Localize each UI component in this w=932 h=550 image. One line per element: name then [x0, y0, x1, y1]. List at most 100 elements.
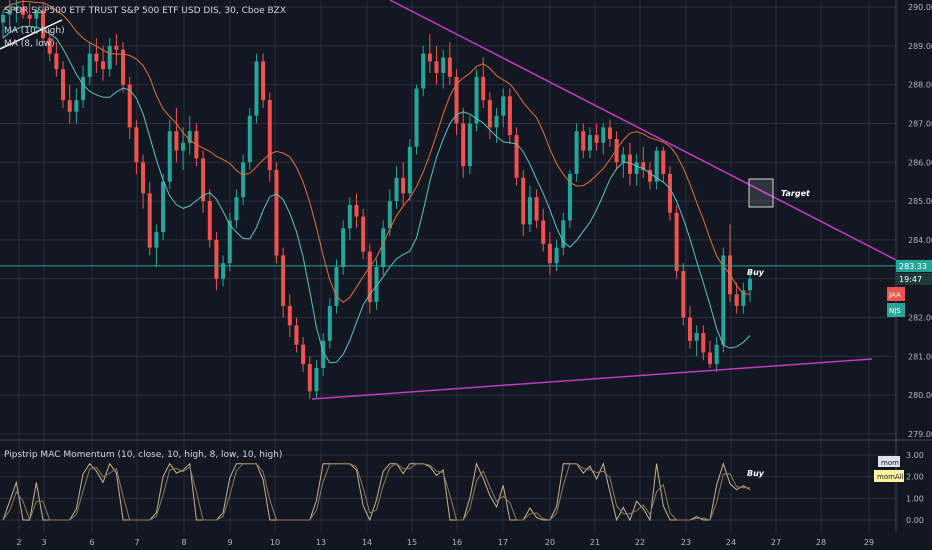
candle[interactable] — [547, 232, 552, 275]
candle[interactable] — [187, 115, 192, 155]
candle[interactable] — [1, 10, 5, 39]
candle[interactable] — [521, 170, 526, 237]
candle[interactable] — [141, 154, 146, 209]
candle[interactable] — [227, 212, 232, 271]
candle[interactable] — [507, 88, 512, 143]
candle[interactable] — [421, 45, 426, 97]
candle[interactable] — [681, 263, 686, 326]
white-trendline[interactable] — [0, 19, 63, 50]
candle[interactable] — [687, 305, 692, 349]
candle[interactable] — [701, 325, 706, 361]
candle[interactable] — [321, 333, 326, 376]
candle[interactable] — [627, 142, 632, 186]
candle[interactable] — [181, 127, 186, 171]
candle[interactable] — [527, 185, 532, 233]
candle[interactable] — [107, 38, 112, 77]
candle[interactable] — [214, 232, 219, 291]
candle[interactable] — [34, 7, 39, 31]
candle[interactable] — [207, 189, 212, 248]
candle[interactable] — [294, 317, 299, 353]
candle[interactable] — [234, 189, 239, 229]
upper-trendline[interactable] — [389, 0, 901, 263]
candle[interactable] — [541, 208, 546, 252]
candle[interactable] — [694, 325, 699, 357]
candle[interactable] — [427, 34, 432, 73]
candle[interactable] — [667, 166, 672, 221]
candle[interactable] — [94, 38, 99, 73]
candle[interactable] — [134, 119, 139, 174]
candle[interactable] — [461, 107, 466, 178]
candle[interactable] — [441, 49, 446, 89]
trendline-drawings[interactable]: Target Buy — [0, 0, 901, 400]
candle[interactable] — [307, 356, 312, 400]
candle[interactable] — [567, 170, 572, 229]
candle[interactable] — [601, 123, 606, 155]
candle[interactable] — [394, 166, 399, 209]
candle[interactable] — [47, 30, 52, 62]
candle[interactable] — [161, 173, 166, 240]
candle[interactable] — [641, 146, 646, 178]
candle[interactable] — [21, 0, 26, 19]
candle[interactable] — [41, 3, 46, 46]
candle[interactable] — [414, 84, 419, 155]
candle[interactable] — [254, 53, 259, 124]
candle[interactable] — [127, 76, 132, 139]
candle[interactable] — [467, 115, 472, 174]
candle[interactable] — [314, 360, 319, 400]
candle[interactable] — [241, 154, 246, 205]
candle[interactable] — [54, 41, 59, 77]
candle[interactable] — [67, 84, 72, 124]
candle[interactable] — [434, 45, 439, 85]
candle[interactable] — [334, 259, 339, 314]
candle[interactable] — [247, 107, 252, 171]
candle[interactable] — [274, 162, 279, 264]
candle[interactable] — [167, 119, 172, 190]
candle[interactable] — [714, 336, 719, 372]
candle[interactable] — [487, 92, 492, 139]
candle[interactable] — [287, 294, 292, 337]
candle[interactable] — [154, 224, 159, 268]
candle[interactable] — [574, 123, 579, 182]
candle[interactable] — [607, 119, 612, 147]
candle[interactable] — [481, 57, 486, 108]
candle[interactable] — [707, 340, 712, 369]
candle[interactable] — [407, 138, 412, 202]
lower-trendline[interactable] — [311, 358, 873, 400]
candle[interactable] — [454, 69, 459, 136]
candle[interactable] — [347, 197, 352, 240]
candle[interactable] — [114, 34, 119, 66]
candle[interactable] — [301, 336, 306, 372]
candle[interactable] — [27, 3, 32, 27]
candle[interactable] — [361, 208, 366, 260]
candle[interactable] — [741, 282, 746, 314]
candle[interactable] — [221, 255, 226, 287]
candle[interactable] — [721, 247, 726, 353]
candle[interactable] — [61, 61, 66, 108]
candle[interactable] — [341, 220, 346, 275]
candle[interactable] — [587, 127, 592, 159]
candle[interactable] — [74, 88, 79, 124]
oscillator-pane[interactable]: Buy — [0, 454, 896, 522]
candle[interactable] — [401, 162, 406, 205]
candle[interactable] — [81, 65, 86, 108]
candle[interactable] — [327, 298, 332, 349]
candle[interactable] — [7, 0, 12, 27]
candle[interactable] — [501, 88, 506, 128]
candle[interactable] — [581, 123, 586, 159]
candle[interactable] — [514, 127, 519, 186]
candle[interactable] — [654, 146, 659, 190]
candle[interactable] — [674, 204, 679, 279]
candle[interactable] — [748, 270, 752, 303]
candle[interactable] — [534, 189, 539, 229]
candle[interactable] — [594, 123, 599, 151]
candle[interactable] — [201, 150, 206, 213]
candle[interactable] — [101, 45, 106, 81]
candle[interactable] — [354, 193, 359, 229]
candle[interactable] — [121, 41, 126, 93]
candle[interactable] — [261, 53, 266, 108]
candle[interactable] — [147, 181, 152, 256]
candle[interactable] — [87, 41, 92, 85]
candle[interactable] — [647, 162, 652, 190]
candle[interactable] — [367, 243, 372, 314]
